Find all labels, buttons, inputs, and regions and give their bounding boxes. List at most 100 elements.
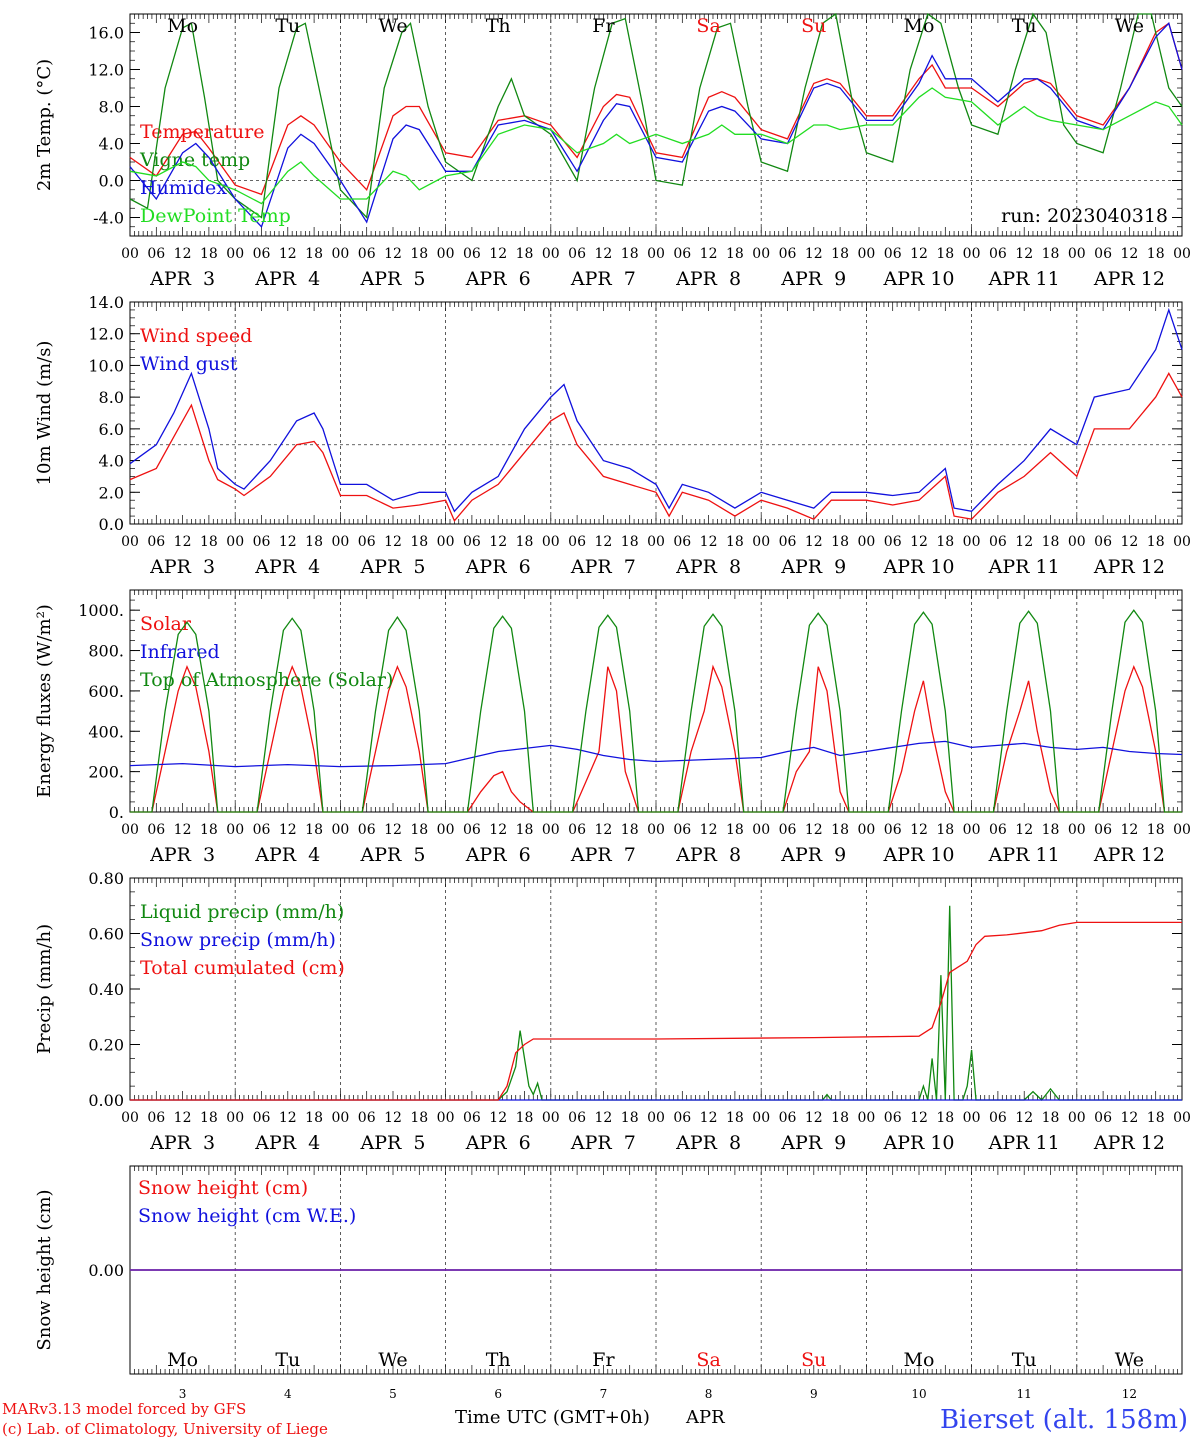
date-label: APR 4 xyxy=(254,1132,320,1154)
hour-label: 06 xyxy=(147,534,165,550)
y-tick-label: 4.0 xyxy=(99,452,124,471)
day-name: Su xyxy=(801,15,826,37)
series-line-1 xyxy=(129,372,1183,523)
legend-entry: Top of Atmosphere (Solar) xyxy=(140,669,393,691)
hour-label: 06 xyxy=(147,1110,165,1126)
y-axis-label: Snow height (cm) xyxy=(34,1189,55,1350)
day-number: 5 xyxy=(389,1387,397,1401)
date-label: APR 7 xyxy=(570,844,636,866)
hour-label: 00 xyxy=(542,246,560,262)
hour-label: 18 xyxy=(726,534,744,550)
date-label: APR 12 xyxy=(1093,1132,1165,1154)
footer-group: MARv3.13 model forced by GFS (c) Lab. of… xyxy=(2,1400,1188,1438)
date-label: APR 8 xyxy=(675,556,741,578)
hour-label: 18 xyxy=(1147,534,1165,550)
day-name: Fr xyxy=(592,15,615,37)
hour-label: 06 xyxy=(779,534,797,550)
date-label: APR 7 xyxy=(570,1132,636,1154)
day-number: 11 xyxy=(1017,1387,1032,1401)
date-label: APR 11 xyxy=(988,844,1060,866)
y-tick-label: 6.0 xyxy=(99,420,124,439)
date-label: APR 9 xyxy=(780,268,846,290)
hour-label: 18 xyxy=(936,246,954,262)
date-label: APR 10 xyxy=(882,1132,954,1154)
hour-label: 12 xyxy=(1015,246,1033,262)
hour-label: 18 xyxy=(831,822,849,838)
day-name: Tu xyxy=(275,1349,300,1371)
legend-entry: Temperature xyxy=(140,121,264,143)
y-tick-label: 12.0 xyxy=(88,61,124,80)
series-line-2 xyxy=(129,12,1183,219)
hour-label: 18 xyxy=(410,246,428,262)
hour-label: 06 xyxy=(1094,534,1112,550)
hour-label: 12 xyxy=(279,534,297,550)
y-tick-label: 200. xyxy=(88,763,124,782)
y-tick-label: 10.0 xyxy=(88,356,124,375)
date-label: APR 11 xyxy=(988,556,1060,578)
date-label: APR 3 xyxy=(149,268,215,290)
hour-label: 18 xyxy=(200,534,218,550)
hour-label: 00 xyxy=(542,1110,560,1126)
date-label: APR 5 xyxy=(360,268,426,290)
hour-label: 06 xyxy=(1094,246,1112,262)
hour-label: 12 xyxy=(1120,822,1138,838)
hour-label: 12 xyxy=(489,1110,507,1126)
hour-label: 00 xyxy=(647,1110,665,1126)
date-label: APR 5 xyxy=(360,556,426,578)
hour-label: 00 xyxy=(752,822,770,838)
hour-label: 00 xyxy=(1173,1110,1191,1126)
hour-label: 18 xyxy=(200,822,218,838)
hour-label: 00 xyxy=(121,1110,139,1126)
model-credit: MARv3.13 model forced by GFS xyxy=(2,1400,246,1418)
hour-label: 12 xyxy=(489,534,507,550)
date-label: APR 9 xyxy=(780,844,846,866)
hour-label: 06 xyxy=(358,246,376,262)
hour-label: 12 xyxy=(910,1110,928,1126)
day-number: 7 xyxy=(600,1387,608,1401)
hour-label: 06 xyxy=(147,246,165,262)
date-label: APR 3 xyxy=(149,556,215,578)
lab-credit: (c) Lab. of Climatology, University of L… xyxy=(2,1420,328,1438)
hour-label: 00 xyxy=(437,822,455,838)
hour-label: 12 xyxy=(594,246,612,262)
panel-3: 1000. 800. 600. 400. 200. 0. Energy fluxes (W/… xyxy=(34,589,1191,866)
hour-label: 06 xyxy=(463,1110,481,1126)
y-tick-label: 4.0 xyxy=(99,135,124,154)
hour-label: 12 xyxy=(174,822,192,838)
hour-label: 00 xyxy=(857,1110,875,1126)
hour-label: 00 xyxy=(963,822,981,838)
hour-label: 00 xyxy=(1173,246,1191,262)
hour-label: 00 xyxy=(647,534,665,550)
date-label: APR 8 xyxy=(675,844,741,866)
date-label: APR 10 xyxy=(882,844,954,866)
hour-label: 00 xyxy=(1068,534,1086,550)
hour-label: 00 xyxy=(1173,534,1191,550)
hour-label: 12 xyxy=(174,1110,192,1126)
hour-label: 18 xyxy=(305,1110,323,1126)
hour-label: 00 xyxy=(963,534,981,550)
hour-label: 06 xyxy=(989,534,1007,550)
date-label: APR 4 xyxy=(254,844,320,866)
legend-entry: Wind speed xyxy=(140,325,252,347)
hour-label: 00 xyxy=(1068,822,1086,838)
hour-label: 12 xyxy=(1120,1110,1138,1126)
hour-label: 12 xyxy=(805,246,823,262)
y-axis-label: 10m Wind (m/s) xyxy=(34,341,55,486)
hour-label: 06 xyxy=(884,1110,902,1126)
hour-label: 00 xyxy=(963,246,981,262)
legend-entry: Solar xyxy=(140,613,192,635)
hour-label: 00 xyxy=(857,246,875,262)
hour-label: 06 xyxy=(673,246,691,262)
hour-label: 18 xyxy=(726,822,744,838)
hour-label: 00 xyxy=(752,1110,770,1126)
y-tick-label: 1000. xyxy=(78,601,124,620)
hour-label: 12 xyxy=(805,534,823,550)
hour-label: 00 xyxy=(121,246,139,262)
legend-entry: Infrared xyxy=(140,641,220,663)
y-axis-label: Energy fluxes (W/m²) xyxy=(34,604,55,798)
hour-label: 12 xyxy=(489,246,507,262)
date-label: APR 6 xyxy=(465,1132,531,1154)
hour-label: 00 xyxy=(647,822,665,838)
hour-label: 00 xyxy=(331,822,349,838)
run-annotation: run: 2023040318 xyxy=(1001,205,1168,227)
